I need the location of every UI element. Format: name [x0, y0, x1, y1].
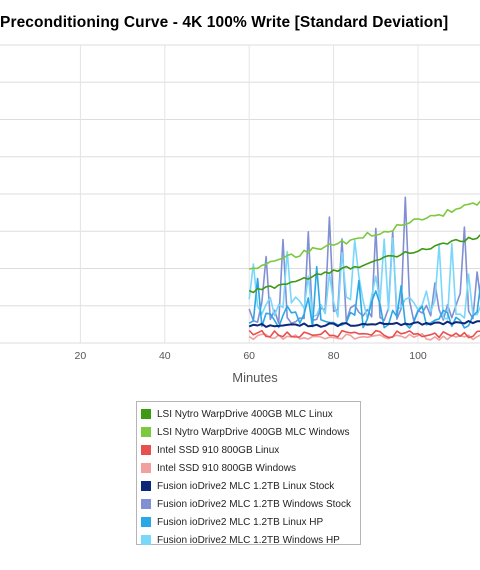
chart-svg: 020406080100120140160180200220240260280: [0, 44, 480, 362]
legend-label: LSI Nytro WarpDrive 400GB MLC Linux: [157, 408, 333, 420]
x-tick-label: 40: [159, 350, 171, 362]
x-tick-label: 100: [409, 350, 427, 362]
legend-label: Fusion ioDrive2 MLC 1.2TB Linux HP: [157, 516, 324, 528]
x-axis-label: Minutes: [232, 370, 278, 385]
legend-swatch: [141, 535, 151, 545]
legend-label: Fusion ioDrive2 MLC 1.2TB Linux Stock: [157, 480, 335, 492]
x-tick-label: 60: [243, 350, 255, 362]
legend-swatch: [141, 427, 151, 437]
legend-label: LSI Nytro WarpDrive 400GB MLC Windows: [157, 426, 350, 438]
x-tick-label: 20: [75, 350, 87, 362]
series-line-3: [248, 333, 480, 341]
series-line-7: [248, 237, 480, 320]
legend-swatch: [141, 409, 151, 419]
legend-item: Fusion ioDrive2 MLC 1.2TB Linux HP: [141, 513, 360, 531]
chart-title: Preconditioning Curve - 4K 100% Write [S…: [0, 14, 449, 31]
legend-item: Fusion ioDrive2 MLC 1.2TB Windows HP: [141, 531, 360, 549]
legend-item: Fusion ioDrive2 MLC 1.2TB Windows Stock: [141, 495, 360, 513]
legend-item: Intel SSD 910 800GB Windows: [141, 459, 360, 477]
series-line-6: [248, 265, 480, 329]
legend: LSI Nytro WarpDrive 400GB MLC Linux LSI N…: [136, 401, 361, 546]
legend-item: Intel SSD 910 800GB Linux: [141, 441, 360, 459]
legend-label: Intel SSD 910 800GB Windows: [157, 462, 296, 474]
legend-item: LSI Nytro WarpDrive 400GB MLC Windows: [141, 423, 360, 441]
series-line-2: [248, 329, 480, 339]
legend-swatch: [141, 445, 151, 455]
legend-swatch: [141, 517, 151, 527]
legend-item: Fusion ioDrive2 MLC 1.2TB Linux Stock: [141, 477, 360, 495]
legend-swatch: [141, 499, 151, 509]
x-tick-label: 80: [328, 350, 340, 362]
series-line-1: [249, 200, 480, 270]
x-axis-ticks: 020406080100120140160180200220240260280: [75, 350, 427, 362]
legend-swatch: [141, 463, 151, 473]
legend-label: Fusion ioDrive2 MLC 1.2TB Windows Stock: [157, 498, 351, 510]
legend-item: LSI Nytro WarpDrive 400GB MLC Linux: [141, 405, 360, 423]
series-line-5: [248, 196, 480, 324]
legend-label: Fusion ioDrive2 MLC 1.2TB Windows HP: [157, 534, 340, 546]
series-line-0: [248, 234, 480, 294]
legend-label: Intel SSD 910 800GB Linux: [157, 444, 280, 456]
series-line-4: [248, 320, 480, 328]
series-lines: [248, 196, 480, 341]
legend-swatch: [141, 481, 151, 491]
